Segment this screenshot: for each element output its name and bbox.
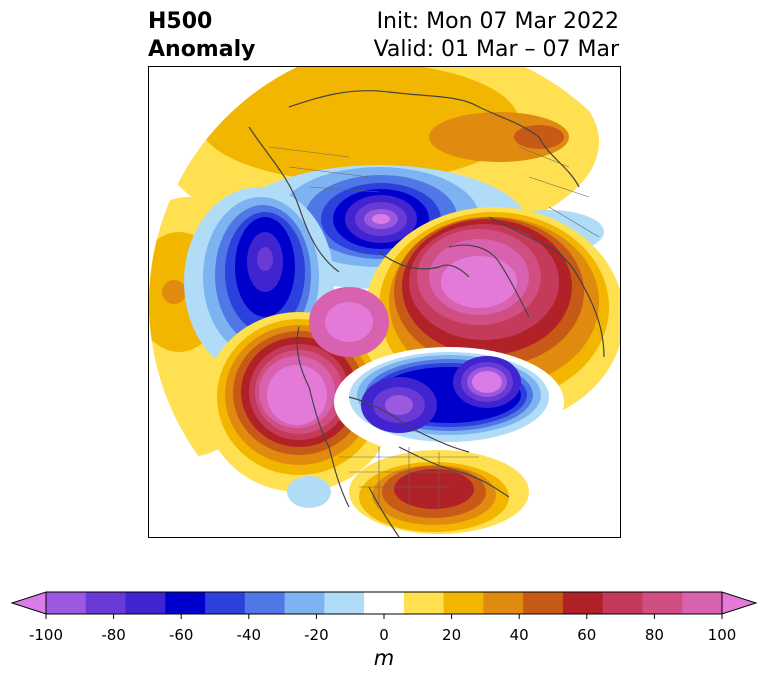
colorbar-segment	[284, 592, 325, 614]
colorbar-segment	[403, 592, 445, 614]
colorbar-segment	[165, 592, 206, 614]
colorbar-extend-max	[721, 591, 758, 615]
title-block: H500 Anomaly	[148, 8, 255, 64]
colorbar-segment	[443, 592, 484, 614]
date-block: Init: Mon 07 Mar 2022 Valid: 01 Mar – 07…	[374, 8, 619, 64]
colorbar-tick-label: -40	[236, 626, 262, 644]
colorbar-segment	[642, 592, 683, 614]
colorbar	[10, 591, 758, 619]
title-line-1: H500	[148, 9, 213, 34]
colorbar-segment	[46, 592, 87, 614]
colorbar-tick-label: -100	[28, 626, 64, 644]
colorbar-tick-label: -80	[101, 626, 126, 644]
colorbar-segment	[244, 592, 286, 614]
trough-canada	[334, 347, 564, 457]
colorbar-tick-label: 20	[442, 626, 462, 644]
ridge-southeast	[349, 450, 529, 534]
ridge-pacific	[204, 287, 394, 492]
colorbar-segment	[364, 592, 405, 614]
colorbar-segment	[602, 592, 643, 614]
colorbar-tick-label: 100	[707, 626, 737, 644]
colorbar-segment	[205, 592, 246, 614]
colorbar-segment	[682, 592, 723, 614]
trough-small	[287, 476, 331, 508]
anomaly-field	[149, 67, 620, 534]
colorbar-tick-label: 40	[509, 626, 529, 644]
colorbar-extend-min	[10, 591, 47, 615]
map-svg	[149, 67, 620, 537]
valid-range: Valid: 01 Mar – 07 Mar	[373, 37, 619, 62]
borders	[268, 146, 600, 507]
colorbar-tick-label: 60	[577, 626, 597, 644]
init-date: Init: Mon 07 Mar 2022	[376, 9, 619, 34]
colorbar-tick-label: 80	[644, 626, 664, 644]
colorbar-segment	[483, 592, 524, 614]
title-line-2: Anomaly	[148, 37, 256, 62]
colorbar-tick-label: -20	[304, 626, 329, 644]
colorbar-segment	[562, 592, 604, 614]
colorbar-segment	[523, 592, 564, 614]
colorbar-tick-label: 0	[379, 626, 389, 644]
colorbar-segment	[125, 592, 166, 614]
colorbar-segment	[85, 592, 127, 614]
colorbar-unit: m	[373, 646, 395, 670]
colorbar-tick-label: -60	[168, 626, 194, 644]
colorbar-segment	[324, 592, 365, 614]
ridge-arctic	[364, 207, 620, 427]
coastlines	[248, 90, 605, 537]
anomaly-map	[148, 66, 621, 538]
